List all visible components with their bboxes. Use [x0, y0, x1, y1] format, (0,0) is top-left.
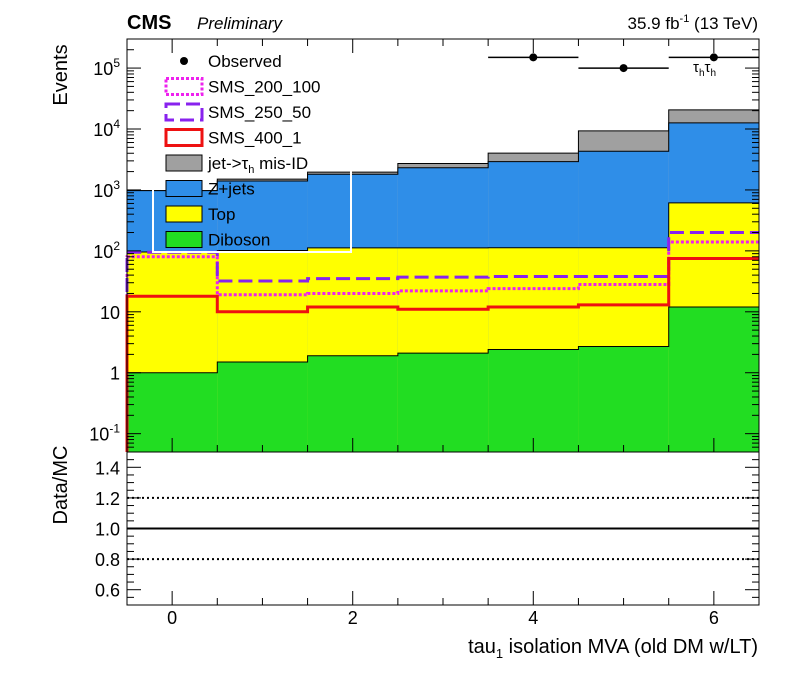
y-tick-label: 1	[110, 364, 120, 384]
channel-label: τhτh	[693, 59, 716, 79]
y-tick-label: 10-1	[89, 422, 120, 445]
y-tick-label: 105	[93, 56, 120, 79]
observed-point	[619, 64, 628, 73]
x-tick-label: 2	[348, 608, 358, 628]
legend-label: Z+jets	[208, 180, 255, 199]
legend-label: SMS_400_1	[208, 129, 302, 148]
status-label: Preliminary	[197, 14, 284, 33]
legend-swatch-sms_250_50	[164, 102, 204, 122]
legend: Observed SMS_200_100 SMS_250_50 SMS_400_1je…	[152, 43, 352, 253]
stack-bar-diboson	[668, 306, 759, 452]
experiment-label: CMS	[127, 12, 171, 34]
legend-label: SMS_200_100	[208, 78, 320, 97]
stack-outline-top	[127, 202, 759, 253]
legend-swatch-sms_200_100	[164, 77, 204, 96]
events-panel: Observed SMS_200_100 SMS_250_50 SMS_400_1je…	[50, 38, 760, 453]
y-tick-label: 103	[93, 178, 120, 201]
x-tick-label: 4	[528, 608, 538, 628]
signal-line-sms_400_1	[125, 256, 759, 452]
x-tick-label: 0	[167, 608, 177, 628]
observed-point	[709, 53, 718, 62]
legend-frame	[152, 43, 352, 253]
top-axis-ticks: 10-1 1 10 102 103 104 105	[89, 38, 760, 453]
stack-layer	[127, 109, 759, 453]
x-tick-label: 6	[709, 608, 719, 628]
legend-swatch-z-jets	[165, 180, 203, 197]
ratio-y-tick-label: 1.2	[95, 489, 120, 509]
legend-label: jet->τh mis-ID	[207, 154, 308, 176]
ratio-reference-lines	[127, 496, 759, 561]
y-axis-label-ratio: Data/MC	[50, 446, 72, 525]
signal-line-sms_250_50	[125, 231, 759, 452]
signal-line-sms_200_100	[125, 240, 759, 452]
ratio-panel: 0.6 0.8 1.0 1.2 1.4 0 2 4 6 Data/MC tau1 isolati…	[50, 446, 760, 661]
legend-label: Top	[208, 205, 235, 224]
signal-layer	[125, 231, 759, 452]
ratio-y-tick-label: 1.4	[95, 458, 120, 478]
legend-label: SMS_250_50	[208, 103, 311, 122]
legend-swatch-jet-mis-id	[165, 154, 203, 172]
legend-swatch-sms_400_1	[164, 128, 204, 147]
stack-bar-diboson	[307, 355, 398, 452]
stack-outline-jet-mis-id	[127, 109, 759, 192]
ratio-y-tick-label: 0.6	[95, 581, 120, 601]
observed-point	[529, 53, 538, 62]
legend-label: Diboson	[208, 231, 270, 250]
legend-swatch-top	[165, 205, 203, 223]
y-axis-label-events: Events	[50, 44, 72, 105]
observed-layer	[488, 53, 759, 73]
stack-bar-diboson	[488, 349, 579, 452]
stack-bar-diboson	[397, 353, 489, 452]
y-tick-label: 104	[93, 117, 120, 140]
y-tick-label: 10	[100, 303, 120, 323]
legend-swatch-diboson	[165, 231, 203, 248]
y-tick-label: 102	[93, 239, 120, 262]
ratio-y-tick-label: 0.8	[95, 550, 120, 570]
x-axis-label: tau1 isolation MVA (old DM w/LT)	[468, 636, 758, 661]
stack-bar-diboson	[578, 346, 669, 452]
ratio-y-tick-label: 1.0	[95, 520, 120, 540]
stack-outline-z-jets	[127, 122, 759, 192]
lumi-label: 35.9 fb-1 (13 TeV)	[628, 13, 758, 33]
legend-label: Observed	[208, 52, 282, 71]
stack-bar-diboson	[217, 361, 308, 452]
stack-outline-diboson	[127, 306, 759, 374]
bottom-axis-ticks: 0.6 0.8 1.0 1.2 1.4 0 2 4 6	[95, 451, 760, 628]
legend-marker-observed	[180, 57, 188, 65]
